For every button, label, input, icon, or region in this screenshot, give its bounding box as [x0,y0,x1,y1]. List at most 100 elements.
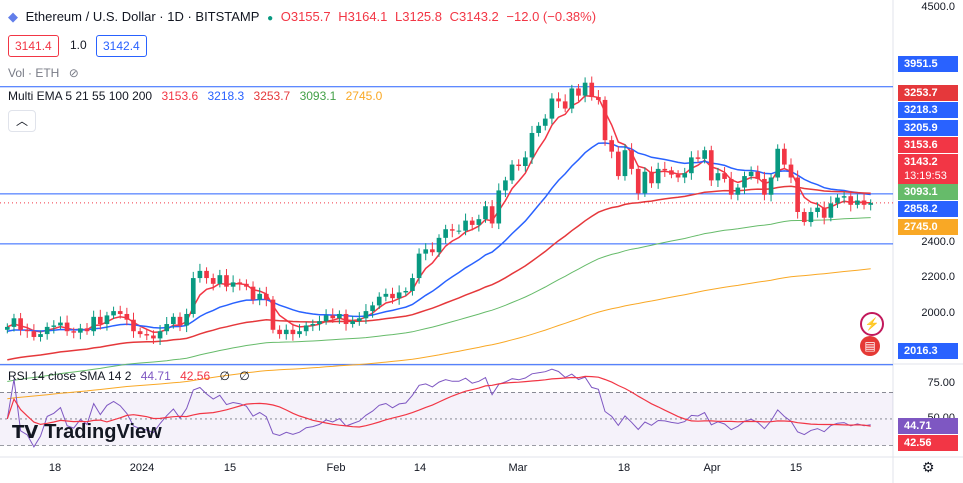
candle-body [788,164,794,178]
rsi-badge: 44.71 [898,418,958,434]
candle-body [244,283,249,287]
candle-body [317,321,322,325]
candle-body [137,331,143,335]
rsi-sma-line [6,375,871,428]
candle-body [71,331,77,333]
candle-body [549,98,555,119]
candle-body [476,219,482,225]
level-badge: 3205.9 [898,120,958,136]
candle-body [144,334,150,336]
candle-body [84,328,90,332]
candle-body [675,174,681,178]
candle-body [97,316,103,325]
candle-body [18,318,23,330]
candle-body [171,316,176,325]
ema-5-value: 3153.6 [161,89,199,103]
candle-body [582,82,588,96]
candle-body [835,197,840,204]
candle-body [91,316,96,332]
candle-body [615,151,621,177]
candle-body [642,171,648,194]
sell-price-button[interactable]: 3141.4 [8,35,59,57]
ema-21-badge: 3218.3 [898,102,958,118]
rsi-label: RSI 14 close SMA 14 2 [8,369,132,383]
candle-body [782,148,787,165]
candle-body [503,180,508,191]
candle-body [224,275,229,287]
candle-body [4,326,10,330]
time-tick: Mar [508,462,528,474]
rsi-sma-badge: 42.56 [898,435,958,451]
candle-body [762,178,767,195]
eye-off-icon[interactable]: ⊘ [68,66,79,80]
candle-body [682,173,688,178]
time-tick: 18 [617,462,631,474]
settings-gear-icon[interactable]: ⚙ [922,459,935,475]
candle-body [197,270,203,279]
buy-price-button[interactable]: 3142.4 [96,35,147,57]
price-tick: 2200.0 [921,271,955,283]
symbol-title[interactable]: Ethereum / U.S. Dollar · 1D · BITSTAMP [25,9,260,24]
candle-body [589,82,595,98]
close-value: C3143.2 [449,9,499,24]
candle-body [283,329,289,335]
candle-body [489,206,495,224]
candle-body [542,118,548,126]
candle-body [576,88,581,96]
candle-body [748,171,754,177]
volume-legend[interactable]: Vol · ETH ⊘ [8,66,85,80]
candle-body [622,150,628,177]
time-tick: Feb [326,462,346,474]
level-badge: 3951.5 [898,56,958,72]
candle-body [483,206,488,220]
candle-body [416,253,422,279]
ema-55-value: 3253.7 [253,89,291,103]
price-tick: 2000.0 [921,307,955,319]
candle-body [801,211,807,223]
us-flag-icon[interactable]: ▤ [860,336,880,356]
time-tick: Apr [703,462,721,474]
rsi-value: 44.71 [140,369,171,383]
candle-body [190,278,196,314]
candle-body [376,296,382,306]
candle-body [383,293,389,297]
candle-body [124,313,130,320]
candle-body [509,164,515,181]
candle-body [210,278,216,284]
low-value: L3125.8 [395,9,443,24]
candle-body [629,150,634,169]
price-tick: 4500.0 [921,1,955,13]
time-tick: 15 [789,462,803,474]
market-status-icon: ● [267,13,274,24]
open-value: O3155.7 [280,9,331,24]
ema-legend[interactable]: Multi EMA 5 21 55 100 200 3153.6 3218.3 … [8,89,388,103]
price-tick: 2400.0 [921,236,955,248]
candle-body [848,196,854,205]
candle-body [31,331,37,337]
candle-body [51,325,57,327]
candle-body [370,305,375,312]
candle-body [164,324,170,332]
candle-body [529,132,535,158]
candle-body [64,322,70,332]
candle-body [562,101,568,109]
candle-body [277,329,282,335]
rsi-legend[interactable]: RSI 14 close SMA 14 2 44.71 42.56 ∅ ∅ [8,369,256,383]
candle-body [742,176,747,188]
candle-body [230,282,236,287]
time-tick: 18 [48,462,62,474]
countdown-badge: 13:19:53 [898,168,958,184]
collapse-legend-button[interactable]: ︿ [8,110,36,132]
level-badge: 2016.3 [898,343,958,359]
alert-bolt-icon[interactable]: ⚡ [860,312,884,336]
candle-body [257,293,263,300]
candle-body [237,282,243,284]
candle-body [111,311,116,316]
candle-body [157,331,163,339]
candle-body [815,207,820,212]
candle-body [303,325,309,332]
level-badge: 2858.2 [898,201,958,217]
candle-body [363,311,369,319]
candle-body [396,292,402,299]
